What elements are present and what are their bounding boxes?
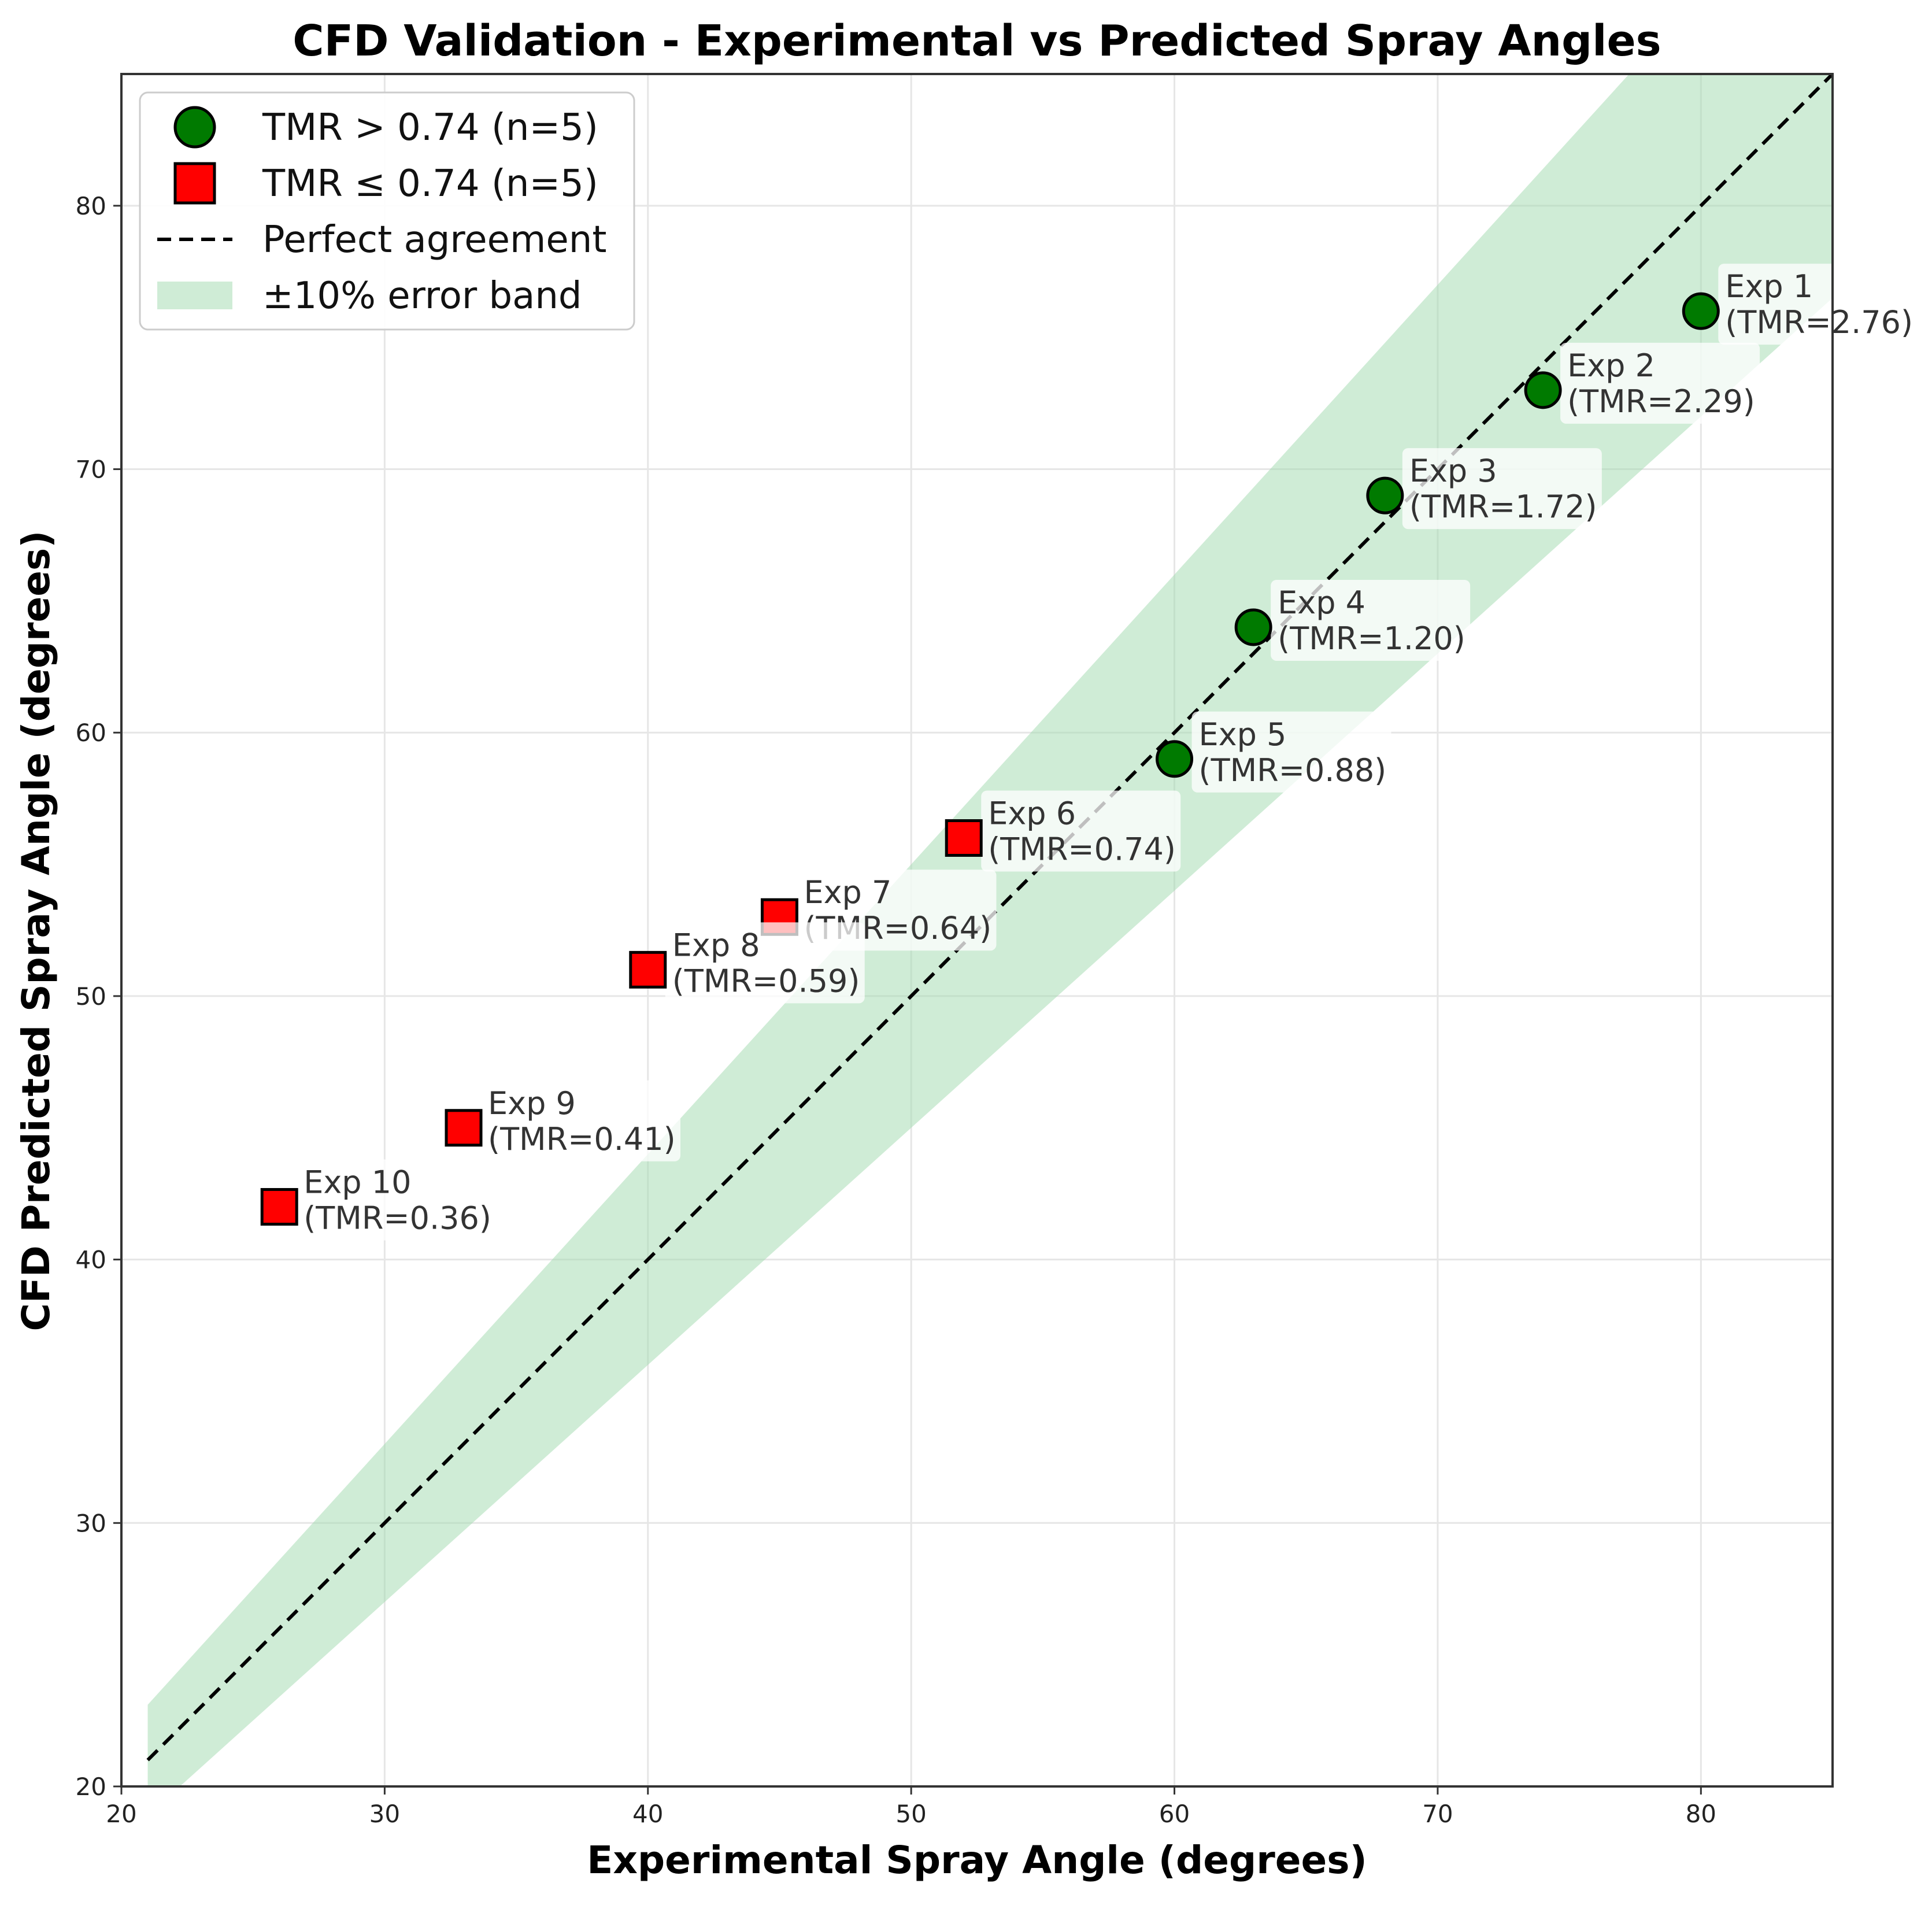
point-tmr-label: (TMR=0.74): [988, 831, 1176, 868]
point-label: Exp 3: [1409, 453, 1497, 489]
y-tick-label: 40: [76, 1246, 106, 1274]
chart-title: CFD Validation - Experimental vs Predict…: [293, 16, 1661, 66]
point-tmr-label: (TMR=2.76): [1725, 304, 1913, 341]
y-tick-label: 30: [76, 1509, 106, 1537]
point-tmr-label: (TMR=1.72): [1409, 489, 1597, 525]
plot-frame: [120, 73, 1834, 1788]
x-tick-label: 60: [1159, 1800, 1190, 1828]
data-point-square: [945, 819, 983, 857]
legend-circle-marker: [173, 106, 216, 149]
point-label: Exp 10: [304, 1164, 411, 1200]
legend-label: TMR > 0.74 (n=5): [262, 106, 598, 149]
annotation-box: [1560, 342, 1760, 424]
y-tick-label: 20: [76, 1773, 106, 1801]
point-label: Exp 6: [988, 796, 1076, 832]
data-point-circle: [1234, 608, 1272, 646]
data-point-square: [445, 1109, 483, 1147]
y-tick-label: 70: [76, 456, 106, 484]
x-tick-label: 20: [106, 1800, 136, 1828]
point-label: Exp 5: [1199, 716, 1287, 753]
point-tmr-label: (TMR=0.88): [1199, 752, 1387, 789]
annotation-box: [665, 922, 865, 1004]
y-tick-label: 50: [76, 982, 106, 1011]
plot-area: Exp 1(TMR=2.76)Exp 2(TMR=2.29)Exp 3(TMR=…: [76, 73, 1918, 1828]
y-tick-label: 80: [76, 192, 106, 220]
data-point-circle: [1682, 292, 1720, 330]
x-axis-label: Experimental Spray Angle (degrees): [587, 1838, 1367, 1882]
data-point-circle: [1156, 740, 1194, 778]
annotation-box: [1271, 579, 1471, 661]
point-tmr-label: (TMR=1.20): [1278, 620, 1465, 657]
data-point-circle: [1524, 371, 1562, 409]
legend-band-swatch: [157, 282, 232, 309]
point-tmr-label: (TMR=0.36): [304, 1200, 491, 1236]
point-tmr-label: (TMR=2.29): [1567, 383, 1755, 420]
legend-label: TMR ≤ 0.74 (n=5): [262, 162, 598, 205]
legend: TMR > 0.74 (n=5) TMR ≤ 0.74 (n=5) Perfect …: [139, 91, 635, 331]
legend-square-marker: [173, 162, 216, 205]
y-axis-label: CFD Predicted Spray Angle (degrees): [14, 531, 58, 1331]
legend-label: ±10% error band: [262, 275, 582, 317]
annotation-box: [481, 1080, 680, 1161]
x-tick-label: 80: [1686, 1800, 1716, 1828]
point-label: Exp 4: [1278, 584, 1365, 621]
data-point-square: [629, 950, 667, 989]
x-tick-label: 30: [369, 1800, 400, 1828]
point-label: Exp 7: [804, 874, 891, 911]
point-label: Exp 2: [1567, 347, 1655, 384]
annotation-box: [981, 790, 1181, 872]
x-tick-label: 40: [632, 1800, 663, 1828]
legend-label: Perfect agreement: [262, 219, 606, 261]
point-label: Exp 1: [1725, 268, 1813, 305]
data-point-circle: [1366, 476, 1404, 515]
legend-box: [139, 91, 635, 331]
y-tick-label: 60: [76, 719, 106, 747]
point-tmr-label: (TMR=0.59): [672, 963, 860, 999]
annotation-box: [1718, 264, 1918, 345]
point-tmr-label: (TMR=0.41): [488, 1121, 676, 1157]
x-tick-label: 50: [895, 1800, 926, 1828]
annotation-box: [1191, 711, 1391, 793]
point-label: Exp 8: [672, 927, 760, 963]
annotation-box: [1402, 448, 1602, 530]
data-point-square: [260, 1187, 298, 1226]
x-tick-label: 70: [1422, 1800, 1453, 1828]
annotation-box: [297, 1159, 497, 1241]
point-label: Exp 9: [488, 1085, 576, 1122]
